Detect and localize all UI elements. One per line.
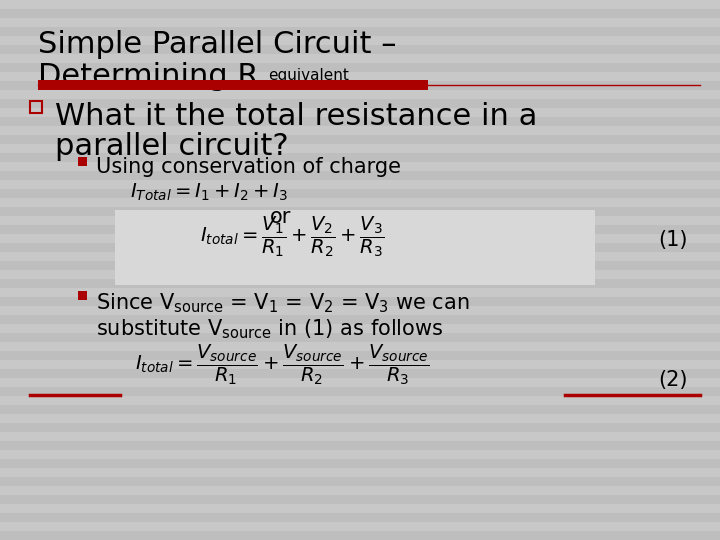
Bar — [0, 513, 720, 522]
Bar — [0, 531, 720, 540]
Text: (2): (2) — [658, 370, 688, 390]
Text: Determining R: Determining R — [38, 62, 258, 91]
Bar — [0, 63, 720, 72]
Bar — [0, 225, 720, 234]
Text: Using conservation of charge: Using conservation of charge — [96, 157, 401, 177]
Bar — [0, 261, 720, 270]
Bar — [0, 189, 720, 198]
Bar — [0, 279, 720, 288]
Bar — [0, 441, 720, 450]
Bar — [0, 243, 720, 252]
Text: substitute V$_{\mathregular{source}}$ in (1) as follows: substitute V$_{\mathregular{source}}$ in… — [96, 317, 444, 341]
Bar — [0, 387, 720, 396]
Text: equivalent: equivalent — [268, 68, 349, 83]
Bar — [0, 333, 720, 342]
Bar — [0, 459, 720, 468]
Text: Since V$_{\mathregular{source}}$ = V$_1$ = V$_2$ = V$_3$ we can: Since V$_{\mathregular{source}}$ = V$_1$… — [96, 291, 469, 315]
Bar — [0, 207, 720, 216]
Bar — [0, 153, 720, 162]
Bar — [0, 477, 720, 486]
Bar — [0, 405, 720, 414]
Text: (1): (1) — [658, 230, 688, 250]
Bar — [0, 117, 720, 126]
Text: $I_{Total} = I_1 + I_2 + I_3$: $I_{Total} = I_1 + I_2 + I_3$ — [130, 182, 287, 203]
Bar — [0, 423, 720, 432]
Text: What it the total resistance in a: What it the total resistance in a — [55, 102, 537, 131]
Bar — [0, 45, 720, 54]
Text: Simple Parallel Circuit –: Simple Parallel Circuit – — [38, 30, 397, 59]
Bar — [30, 101, 42, 113]
Bar — [78, 157, 87, 166]
Bar — [38, 80, 428, 90]
Bar — [0, 99, 720, 108]
Bar — [78, 291, 87, 300]
Bar — [0, 171, 720, 180]
Bar — [0, 297, 720, 306]
Bar — [0, 9, 720, 18]
Text: or: or — [270, 207, 292, 227]
Text: parallel circuit?: parallel circuit? — [55, 132, 289, 161]
Text: $I_{total} = \dfrac{V_{source}}{R_1} + \dfrac{V_{source}}{R_2} + \dfrac{V_{sourc: $I_{total} = \dfrac{V_{source}}{R_1} + \… — [135, 342, 430, 387]
Bar — [0, 369, 720, 378]
Bar — [0, 27, 720, 36]
Text: $I_{total} = \dfrac{V_1}{R_1} + \dfrac{V_2}{R_2} + \dfrac{V_3}{R_3}$: $I_{total} = \dfrac{V_1}{R_1} + \dfrac{V… — [200, 214, 384, 259]
Bar — [0, 495, 720, 504]
Bar — [0, 81, 720, 90]
Bar — [0, 351, 720, 360]
Bar — [115, 210, 595, 285]
Bar — [0, 135, 720, 144]
Bar — [0, 315, 720, 324]
